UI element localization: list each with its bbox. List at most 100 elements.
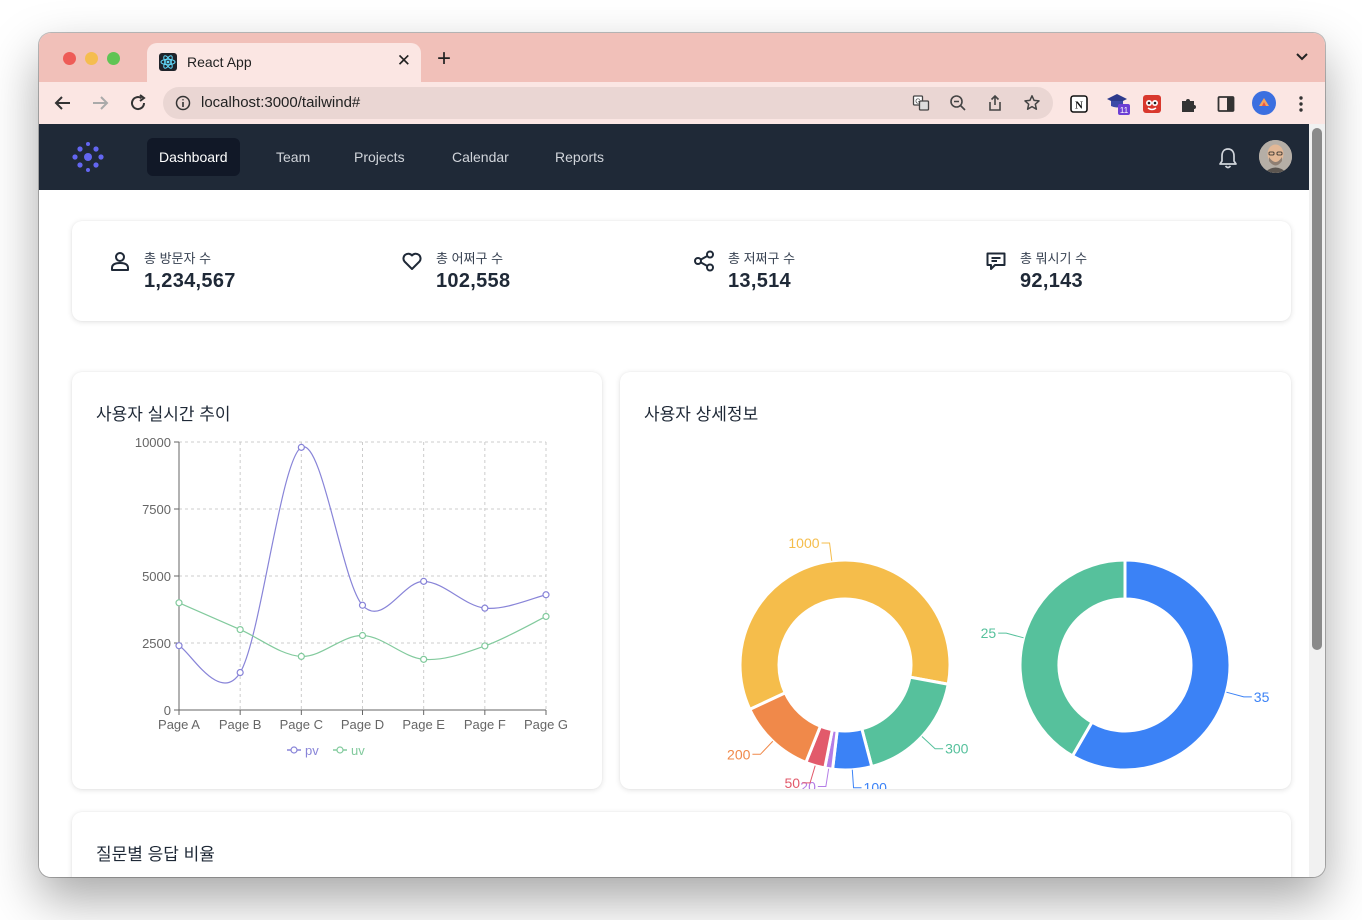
more-menu-icon[interactable] <box>1291 94 1311 114</box>
data-point-pv[interactable] <box>481 604 489 612</box>
user-avatar[interactable] <box>1259 140 1292 173</box>
card-title: 사용자 상세정보 <box>644 405 759 424</box>
slice-label-line <box>752 740 774 755</box>
bell-icon[interactable] <box>1217 146 1239 170</box>
address-bar: localhost:3000/tailwind# G N <box>39 82 1325 124</box>
data-point-uv[interactable] <box>297 652 305 660</box>
x-tick-label: Page E <box>402 717 445 732</box>
slice-label: 1000 <box>788 535 819 551</box>
slice-label-line <box>1226 691 1252 698</box>
legend-label[interactable]: pv <box>305 743 319 758</box>
data-point-uv[interactable] <box>236 626 244 634</box>
stat-label: 총 방문자 수 <box>144 251 212 266</box>
translate-icon[interactable]: G <box>912 94 930 112</box>
x-tick-label: Page F <box>464 717 506 732</box>
card-title: 사용자 실시간 추이 <box>96 405 231 424</box>
nav-projects[interactable]: Projects <box>354 149 405 165</box>
maximize-window-button[interactable] <box>107 52 120 65</box>
stat-label: 총 저쩌구 수 <box>728 251 796 266</box>
data-point-pv[interactable] <box>358 601 367 609</box>
donut-slice[interactable] <box>1070 558 1232 772</box>
chevron-down-icon[interactable] <box>1295 52 1309 62</box>
url-input[interactable]: localhost:3000/tailwind# G <box>163 87 1053 119</box>
slice-label: 300 <box>945 741 969 757</box>
y-tick-label: 2500 <box>142 636 171 651</box>
nav-calendar[interactable]: Calendar <box>452 149 509 165</box>
data-point-pv[interactable] <box>542 591 550 599</box>
bookmark-star-icon[interactable] <box>1023 94 1041 112</box>
stat-likes: 총 어쩌구 수 102,558 <box>400 221 680 321</box>
forward-arrow-icon[interactable] <box>90 93 110 113</box>
browser-tab[interactable]: React App ✕ <box>147 43 421 82</box>
nav-dashboard[interactable]: Dashboard <box>147 138 240 176</box>
slice-label-line <box>998 632 1024 639</box>
extensions-puzzle-icon[interactable] <box>1179 94 1199 114</box>
x-tick-label: Page C <box>280 717 323 732</box>
back-arrow-icon[interactable] <box>53 93 73 113</box>
stat-value: 92,143 <box>1020 270 1083 292</box>
x-tick-label: Page B <box>219 717 262 732</box>
logo-icon[interactable] <box>71 141 105 173</box>
new-tab-icon[interactable]: + <box>437 45 452 72</box>
browser-window: React App ✕ + localhost:3000/tailwind# <box>39 33 1325 877</box>
scrollbar-thumb[interactable] <box>1312 128 1322 650</box>
data-point-uv[interactable] <box>358 631 367 640</box>
slice-label-line <box>817 768 830 788</box>
data-point-pv[interactable] <box>236 668 244 677</box>
data-point-pv[interactable] <box>297 443 305 451</box>
legend-label[interactable]: uv <box>351 743 365 758</box>
stat-messages: 총 뭐시기 수 92,143 <box>984 221 1264 321</box>
react-logo-icon <box>159 53 177 71</box>
line-chart-card: 사용자 실시간 추이 0 2500 5000 7500 10000 Page A Page … <box>72 372 602 789</box>
svg-text:N: N <box>1075 100 1083 112</box>
extension-badge: 11 <box>1120 106 1129 115</box>
profile-avatar-icon[interactable] <box>1251 90 1277 116</box>
user-icon <box>111 252 129 271</box>
donut-slice[interactable] <box>859 675 950 769</box>
nav-reports[interactable]: Reports <box>555 149 605 165</box>
page-scrollbar[interactable] <box>1309 124 1325 877</box>
data-point-uv[interactable] <box>542 612 550 621</box>
slice-label: 25 <box>981 625 997 641</box>
data-point-pv[interactable] <box>420 577 428 585</box>
share-icon <box>694 250 714 272</box>
pie-chart-card: 사용자 상세정보 1000 300 100 20 50 200 35 25 <box>620 372 1291 789</box>
legend-marker-dot <box>336 746 344 754</box>
y-tick-label: 7500 <box>142 502 171 517</box>
legend-marker-dot <box>290 746 298 754</box>
reload-icon[interactable] <box>128 93 148 113</box>
url-text: localhost:3000/tailwind# <box>201 94 361 111</box>
graduation-cap-icon[interactable]: 11 <box>1105 90 1131 116</box>
data-point-uv[interactable] <box>420 655 428 663</box>
red-extension-icon[interactable] <box>1142 94 1162 114</box>
donut-slice[interactable] <box>1018 558 1127 758</box>
close-window-button[interactable] <box>63 52 76 65</box>
line-chart-grid <box>178 441 547 711</box>
notion-icon[interactable]: N <box>1069 94 1089 114</box>
tab-close-icon[interactable]: ✕ <box>396 51 411 70</box>
share-page-icon[interactable] <box>986 94 1004 112</box>
nav-team[interactable]: Team <box>276 149 311 165</box>
data-point-uv[interactable] <box>481 642 489 650</box>
slice-label-line <box>821 542 833 561</box>
line-chart: 0 2500 5000 7500 10000 Page A Page B Page C Page… <box>135 435 568 758</box>
data-point-pv[interactable] <box>175 642 183 650</box>
tab-title: React App <box>187 54 252 70</box>
slice-label: 100 <box>864 780 888 789</box>
side-panel-icon[interactable] <box>1216 94 1236 114</box>
donut-slice[interactable] <box>747 690 823 765</box>
bar-chart-card: 질문별 응답 비율 14000 <box>72 812 1291 877</box>
minimize-window-button[interactable] <box>85 52 98 65</box>
bar-chart: 14000 <box>72 812 1291 877</box>
data-point-uv[interactable] <box>175 599 183 607</box>
zoom-out-icon[interactable] <box>949 94 967 112</box>
chat-icon <box>986 252 1006 270</box>
y-tick-label: 0 <box>164 703 171 718</box>
slice-label-line <box>851 769 862 789</box>
x-tick-label: Page G <box>524 717 568 732</box>
info-icon[interactable] <box>175 95 191 111</box>
stat-shares: 총 저쩌구 수 13,514 <box>692 221 972 321</box>
donut-slice[interactable] <box>738 558 952 712</box>
slice-label-line <box>921 736 944 750</box>
